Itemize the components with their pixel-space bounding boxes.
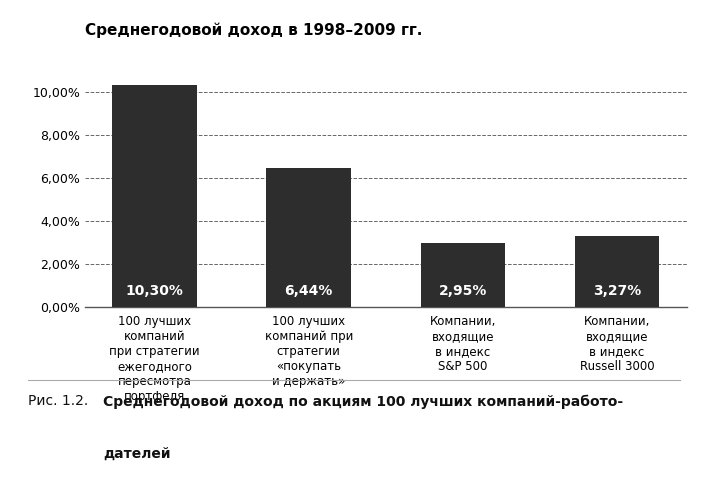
Text: Рис. 1.2.: Рис. 1.2. (28, 394, 96, 408)
Bar (113, 85, 197, 307)
Bar (575, 237, 659, 307)
Text: 2,95%: 2,95% (439, 284, 487, 298)
Text: дателей: дателей (103, 447, 171, 461)
Text: Среднегодовой доход в 1998–2009 гг.: Среднегодовой доход в 1998–2009 гг. (85, 22, 423, 38)
Text: Среднегодовой доход по акциям 100 лучших компаний-работо-: Среднегодовой доход по акциям 100 лучших… (103, 394, 623, 409)
Text: 6,44%: 6,44% (285, 284, 333, 298)
Text: 10,30%: 10,30% (126, 284, 183, 298)
Bar (421, 244, 506, 307)
Bar (266, 169, 351, 307)
Text: 3,27%: 3,27% (593, 284, 641, 298)
